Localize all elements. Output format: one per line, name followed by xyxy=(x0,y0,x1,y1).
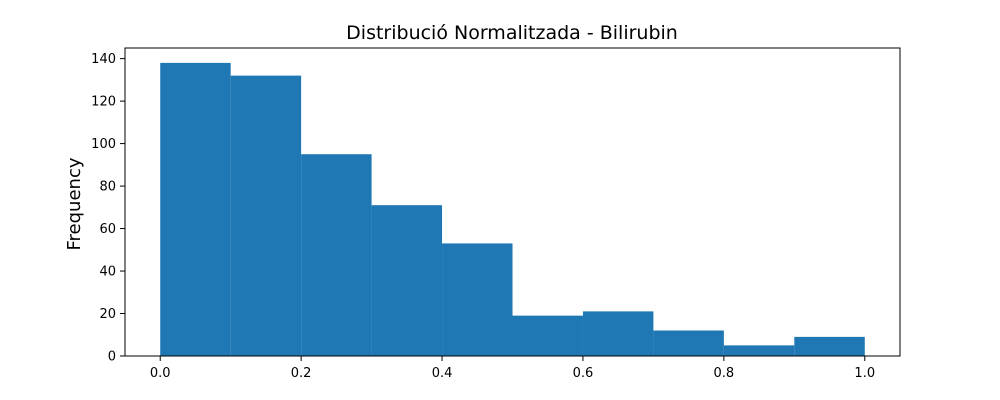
histogram-bar-2 xyxy=(301,154,372,356)
histogram-bar-8 xyxy=(723,345,795,356)
x-tick-label: 0.6 xyxy=(573,366,594,381)
histogram-bar-4 xyxy=(442,243,513,356)
plot-frame xyxy=(124,47,901,357)
chart-title: Distribució Normalitzada - Bilirubin xyxy=(346,22,678,44)
histogram-bar-5 xyxy=(512,315,583,356)
x-tick-label: 1.0 xyxy=(854,366,875,381)
histogram-bar-1 xyxy=(230,75,302,356)
y-tick-label: 120 xyxy=(91,95,116,110)
y-axis-ticks: 0 20 40 60 80 100 120 140 xyxy=(91,52,125,365)
histogram-bar-7 xyxy=(653,330,724,356)
y-tick-label: 60 xyxy=(99,222,116,237)
x-tick-label: 0.2 xyxy=(291,366,312,381)
x-tick-label: 0.0 xyxy=(150,366,171,381)
y-tick-label: 140 xyxy=(91,52,116,67)
histogram-bar-0 xyxy=(160,62,231,357)
histogram-bar-6 xyxy=(582,311,654,356)
y-tick-label: 40 xyxy=(99,265,116,280)
y-tick-label: 80 xyxy=(99,180,116,195)
histogram-bar-9 xyxy=(794,336,865,356)
bars-group xyxy=(160,62,865,357)
x-tick-label: 0.4 xyxy=(432,366,453,381)
y-tick-label: 0 xyxy=(108,350,116,365)
x-tick-label: 0.8 xyxy=(714,366,735,381)
histogram-bar-3 xyxy=(371,205,443,356)
y-tick-label: 20 xyxy=(99,307,116,322)
y-tick-label: 100 xyxy=(91,137,116,152)
y-axis-label: Frequency xyxy=(64,157,85,250)
x-axis-ticks: 0.0 0.2 0.4 0.6 0.8 1.0 xyxy=(150,356,875,381)
